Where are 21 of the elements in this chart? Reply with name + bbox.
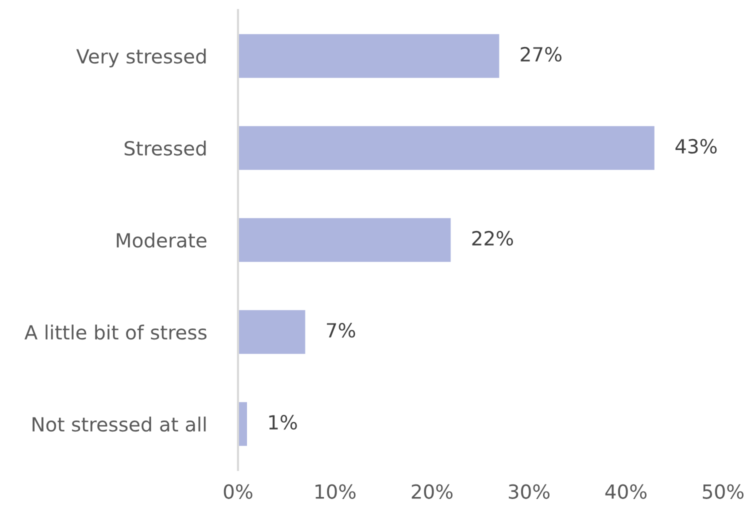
y-tick-label: Very stressed [76,48,206,68]
x-tick-label: 30% [508,484,550,499]
y-tick-label: A little bit of stress [24,324,207,340]
bar [238,216,452,264]
bar [238,32,501,80]
data-label: 43% [675,138,717,154]
y-tick-label: Moderate [116,232,206,248]
data-label: 27% [520,46,562,62]
bar [238,400,248,448]
x-tick-label: 50% [702,484,744,499]
data-label: 1% [269,414,297,430]
x-tick-label: 0% [224,484,252,499]
bar [238,124,656,172]
data-label: 7% [326,322,356,338]
x-tick-label: 20% [412,484,453,499]
x-tick-label: 40% [605,484,647,499]
data-label: 22% [472,230,513,246]
y-tick-label: Not stressed at all [32,416,206,432]
bar [238,308,307,356]
y-tick-label: Stressed [124,140,206,156]
x-tick-label: 10% [316,484,356,499]
